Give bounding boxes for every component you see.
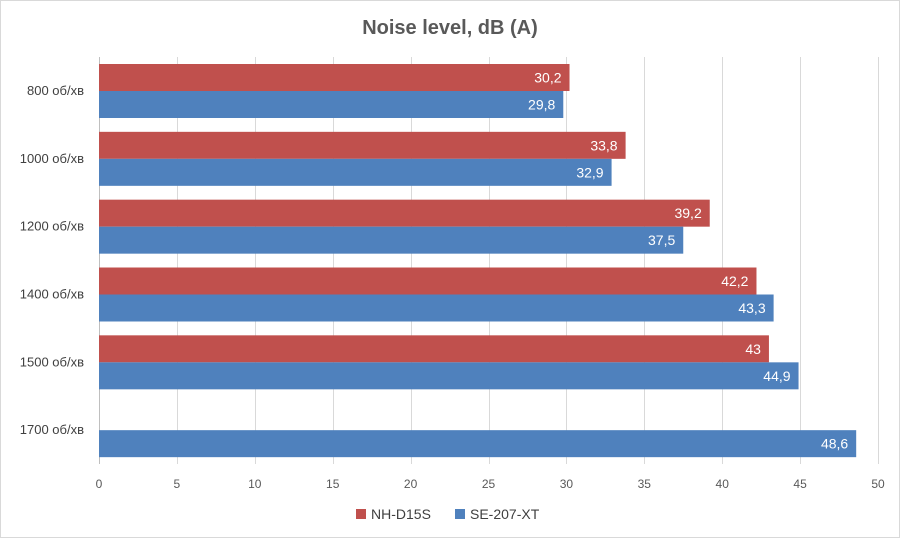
x-tick-label: 10 <box>248 477 262 491</box>
bar-nh-d15s <box>99 335 769 363</box>
category-label: 1700 об/хв <box>20 422 84 437</box>
gridlines <box>99 57 879 464</box>
legend-swatch-se-207-xt <box>455 509 465 519</box>
category-label: 800 об/хв <box>27 83 84 98</box>
bar-se-207-xt <box>99 158 612 186</box>
category-labels: 800 об/хв 1000 об/хв 1200 об/хв 1400 об/хв 1… <box>20 83 84 437</box>
x-axis-tick-labels: 0 5 10 15 20 25 30 35 40 45 50 <box>96 477 885 491</box>
bar-se-207-xt <box>99 91 564 118</box>
bar-value-label: 42,2 <box>721 273 748 289</box>
bar-nh-d15s <box>99 64 570 91</box>
bar-value-label: 30,2 <box>534 70 561 86</box>
bar-value-label: 33,8 <box>590 137 617 153</box>
category-label: 1400 об/хв <box>20 286 84 301</box>
bar-value-label: 48,6 <box>821 436 848 452</box>
bar-se-207-xt <box>99 226 684 254</box>
bar-se-207-xt <box>99 430 857 458</box>
bar-nh-d15s <box>99 199 710 227</box>
bar-nh-d15s <box>99 267 757 295</box>
bar-se-207-xt <box>99 362 799 390</box>
bar-value-label: 44,9 <box>763 368 790 384</box>
category-label: 1000 об/хв <box>20 151 84 166</box>
x-tick-label: 30 <box>560 477 574 491</box>
x-tick-label: 45 <box>793 477 807 491</box>
category-label: 1200 об/хв <box>20 219 84 234</box>
bar-nh-d15s <box>99 131 626 159</box>
legend-label: NH-D15S <box>371 506 431 522</box>
x-tick-label: 25 <box>482 477 496 491</box>
x-tick-label: 40 <box>716 477 730 491</box>
bar-se-207-xt <box>99 294 774 322</box>
bar-value-label: 39,2 <box>674 205 701 221</box>
bar-value-label: 32,9 <box>576 164 603 180</box>
x-tick-label: 20 <box>404 477 418 491</box>
x-tick-label: 15 <box>326 477 340 491</box>
x-tick-label: 0 <box>96 477 103 491</box>
bar-value-label: 37,5 <box>648 232 675 248</box>
legend-swatch-nh-d15s <box>356 509 366 519</box>
x-tick-label: 35 <box>638 477 652 491</box>
legend: NH-D15S SE-207-XT <box>356 506 540 522</box>
x-tick-label: 50 <box>871 477 885 491</box>
legend-label: SE-207-XT <box>470 506 540 522</box>
bar-value-label: 43,3 <box>738 300 765 316</box>
category-label: 1500 об/хв <box>20 354 84 369</box>
x-tick-label: 5 <box>174 477 181 491</box>
bar-value-label: 43 <box>745 341 761 357</box>
chart-title: Noise level, dB (A) <box>362 17 538 39</box>
bar-value-label: 29,8 <box>528 97 555 113</box>
